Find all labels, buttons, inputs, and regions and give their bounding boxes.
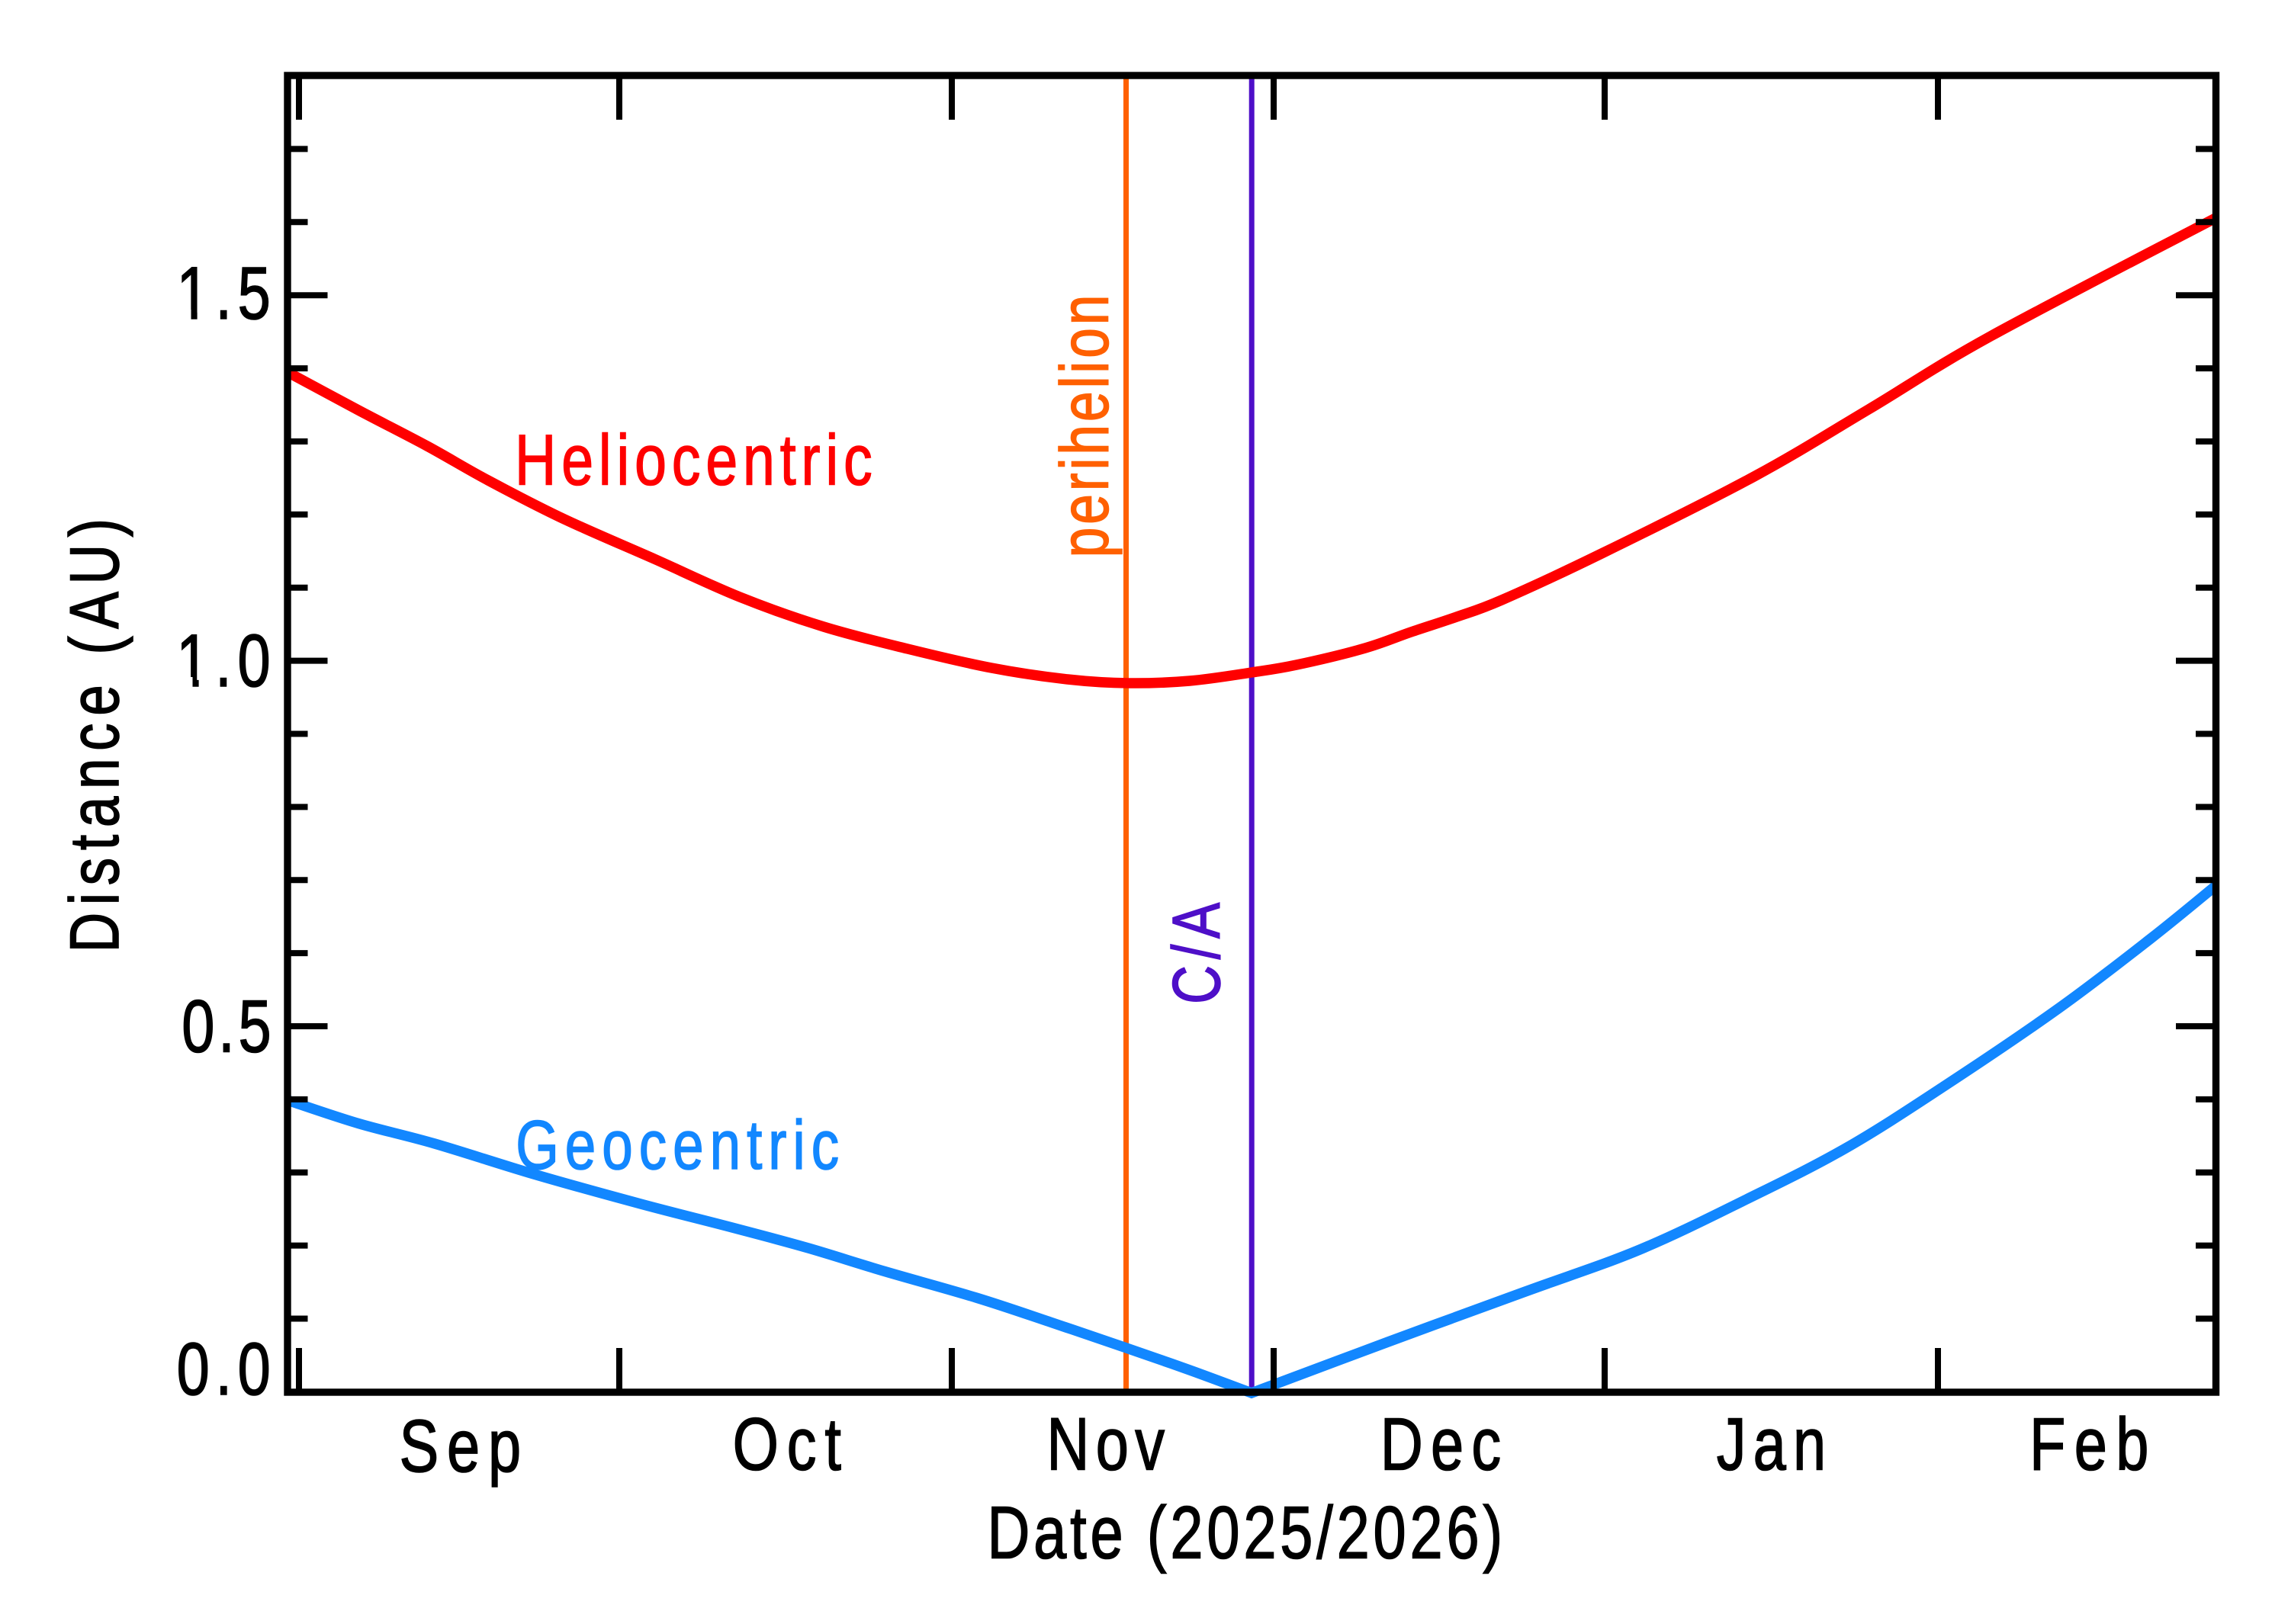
svg-text:Feb: Feb: [2029, 1402, 2158, 1485]
svg-text:1.0: 1.0: [176, 618, 276, 701]
svg-text:0.0: 0.0: [177, 1327, 277, 1411]
svg-text:Sep: Sep: [400, 1404, 529, 1488]
svg-text:Geocentric: Geocentric: [516, 1106, 845, 1184]
svg-text:Date (2025/2026): Date (2025/2026): [987, 1491, 1506, 1574]
svg-text:Dec: Dec: [1380, 1402, 1509, 1485]
svg-text:0.5: 0.5: [182, 984, 275, 1067]
svg-text:Oct: Oct: [733, 1402, 850, 1485]
svg-text:perihelion: perihelion: [1047, 292, 1123, 558]
svg-text:Distance (AU): Distance (AU): [56, 511, 133, 952]
svg-text:Heliocentric: Heliocentric: [515, 421, 878, 501]
svg-text:Jan: Jan: [1717, 1402, 1833, 1485]
svg-text:1.5: 1.5: [177, 251, 277, 334]
svg-text:C/A: C/A: [1158, 897, 1233, 1004]
svg-text:Nov: Nov: [1046, 1402, 1171, 1485]
